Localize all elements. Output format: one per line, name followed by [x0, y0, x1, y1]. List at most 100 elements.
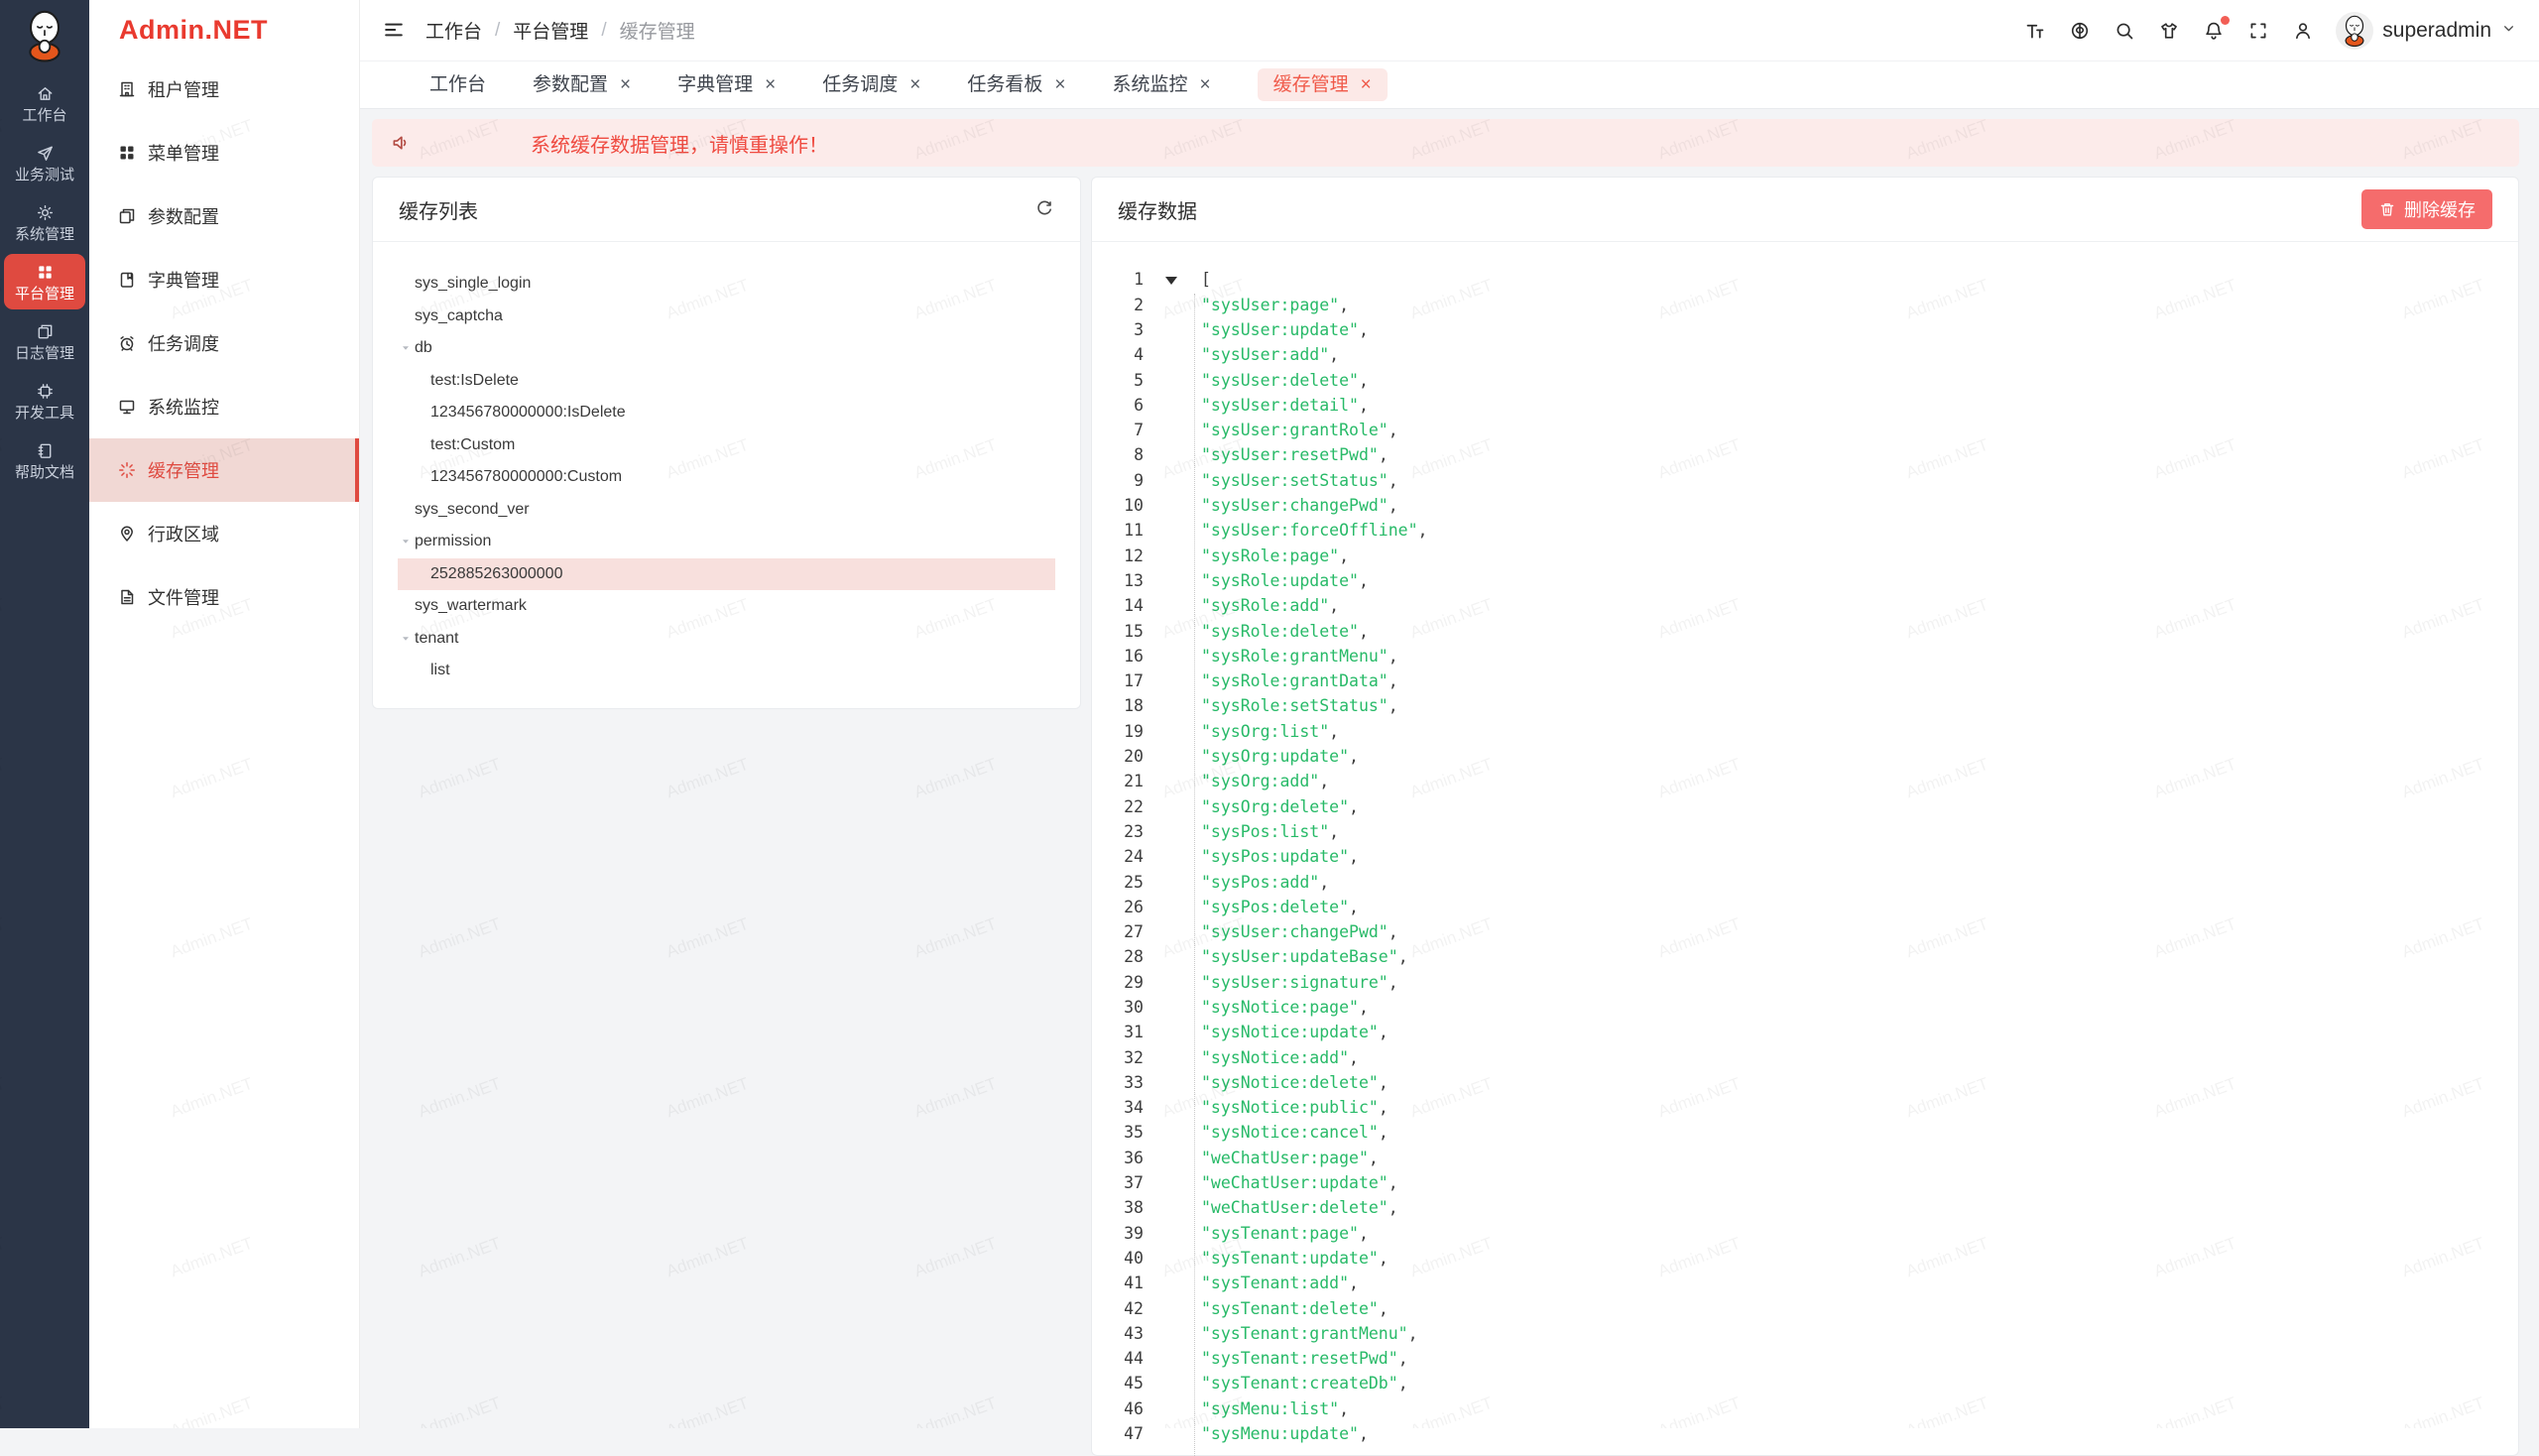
tree-node-test-IsDelete[interactable]: test:IsDelete	[398, 365, 1055, 398]
tab-close-icon[interactable]: ×	[909, 74, 921, 95]
json-string: "sysUser:updateBase"	[1201, 947, 1398, 967]
theme-skin-icon[interactable]	[2157, 19, 2181, 43]
sidebar-item-tenant-management[interactable]: 租户管理	[89, 58, 359, 121]
json-string: "sysRole:grantData"	[1201, 671, 1389, 691]
sidebar-item-param-config[interactable]: 参数配置	[89, 184, 359, 248]
sidebar-item-menu-management[interactable]: 菜单管理	[89, 121, 359, 184]
sidebar-item-cache-management[interactable]: 缓存管理	[89, 438, 359, 502]
sidebar-item-system-monitor[interactable]: 系统监控	[89, 375, 359, 438]
line-number: 9	[1134, 470, 1144, 490]
tab-close-icon[interactable]: ×	[1360, 74, 1372, 95]
sidebar-item-dict-management[interactable]: 字典管理	[89, 248, 359, 311]
tabbar: 工作台 参数配置 × 字典管理 × 任务调度 × 任务看板 × 系统监控 × 缓存管理 ×	[360, 61, 2539, 109]
caret-down-icon[interactable]	[400, 536, 415, 547]
rail-item-business-test[interactable]: 业务测试	[4, 135, 85, 190]
tree-node-permission[interactable]: permission	[398, 526, 1055, 558]
tree-node-sys_single_login[interactable]: sys_single_login	[398, 268, 1055, 301]
tree-node-list[interactable]: list	[398, 655, 1055, 687]
breadcrumb-item[interactable]: 平台管理	[513, 22, 589, 43]
tree-node-label: 252885263000000	[430, 564, 563, 582]
json-string: "sysUser:changePwd"	[1201, 922, 1389, 942]
notification-badge	[2221, 15, 2231, 25]
fold-caret-icon[interactable]	[1165, 277, 1177, 285]
tab-label: 字典管理	[677, 74, 754, 95]
code-line: 6 "sysUser:detail",	[1092, 393, 2518, 418]
user-menu[interactable]: superadmin	[2336, 11, 2517, 50]
breadcrumb-item[interactable]: 工作台	[425, 22, 483, 43]
tab-task-board[interactable]: 任务看板 ×	[967, 68, 1065, 101]
rail-item-dev-tools[interactable]: 开发工具	[4, 373, 85, 428]
rail-item-workbench[interactable]: 工作台	[4, 75, 85, 131]
tab-close-icon[interactable]: ×	[1054, 74, 1066, 95]
line-number: 11	[1124, 521, 1144, 541]
code-line: 46 "sysMenu:list",	[1092, 1396, 2518, 1421]
code-line: 7 "sysUser:grantRole",	[1092, 419, 2518, 443]
rail-item-label: 系统管理	[14, 225, 74, 243]
sidebar-item-admin-region[interactable]: 行政区域	[89, 502, 359, 565]
app-logo-icon[interactable]	[17, 8, 72, 63]
tree-node-label: 123456780000000:Custom	[430, 468, 623, 486]
tree-node-tenant[interactable]: tenant	[398, 623, 1055, 656]
trash-icon	[2380, 203, 2394, 216]
breadcrumb-item: 缓存管理	[619, 22, 695, 43]
rail-item-label: 开发工具	[14, 404, 74, 422]
gear-icon	[36, 203, 55, 222]
grid-icon	[36, 263, 55, 282]
rail-item-help-docs[interactable]: 帮助文档	[4, 432, 85, 488]
tab-close-icon[interactable]: ×	[1199, 74, 1211, 95]
fullscreen-icon[interactable]	[2246, 19, 2270, 43]
language-icon[interactable]	[2068, 19, 2092, 43]
json-comma: ,	[1329, 721, 1340, 741]
tree-node-test-Custom[interactable]: test:Custom	[398, 429, 1055, 462]
tree-node-123456780000000-Custom[interactable]: 123456780000000:Custom	[398, 461, 1055, 494]
refresh-icon[interactable]	[1034, 199, 1054, 219]
line-number: 22	[1124, 796, 1144, 816]
code-line: 21 "sysOrg:add",	[1092, 770, 2518, 794]
notification-bell-icon[interactable]	[2202, 15, 2231, 43]
json-string: "sysUser:detail"	[1201, 395, 1359, 415]
caret-down-icon[interactable]	[400, 342, 415, 354]
code-line: 35 "sysNotice:cancel",	[1092, 1121, 2518, 1146]
code-gutter	[1144, 745, 1201, 770]
collapse-menu-icon[interactable]	[382, 18, 408, 44]
tab-param-config[interactable]: 参数配置 ×	[533, 68, 631, 101]
tab-task-schedule[interactable]: 任务调度 ×	[822, 68, 920, 101]
tab-close-icon[interactable]: ×	[620, 74, 632, 95]
search-icon[interactable]	[2113, 19, 2136, 43]
rail-item-log-management[interactable]: 日志管理	[4, 313, 85, 369]
json-string: "sysUser:add"	[1201, 345, 1330, 365]
tab-workbench[interactable]: 工作台	[429, 68, 486, 101]
tab-cache-management[interactable]: 缓存管理 ×	[1257, 68, 1388, 101]
json-viewer: 1[2 "sysUser:page", 3 "sysUser:update", 4 "sy…	[1092, 242, 2518, 1456]
tree-node-sys_wartermark[interactable]: sys_wartermark	[398, 590, 1055, 623]
json-string: "weChatUser:delete"	[1201, 1198, 1389, 1218]
sidebar-item-file-management[interactable]: 文件管理	[89, 565, 359, 629]
font-size-icon[interactable]	[2023, 19, 2047, 43]
tab-dict-management[interactable]: 字典管理 ×	[677, 68, 776, 101]
tree-node-sys_second_ver[interactable]: sys_second_ver	[398, 494, 1055, 527]
code-line: 19 "sysOrg:list",	[1092, 719, 2518, 744]
json-string: "sysPos:delete"	[1201, 897, 1350, 916]
tab-close-icon[interactable]: ×	[765, 74, 777, 95]
tree-node-252885263000000[interactable]: 252885263000000	[398, 557, 1055, 590]
delete-cache-button[interactable]: 删除缓存	[2361, 189, 2492, 229]
profile-person-icon[interactable]	[2291, 19, 2315, 43]
tree-node-123456780000000-IsDelete[interactable]: 123456780000000:IsDelete	[398, 397, 1055, 429]
code-line: 45 "sysTenant:createDb",	[1092, 1372, 2518, 1396]
caret-down-icon[interactable]	[400, 633, 415, 645]
sidebar-item-task-schedule[interactable]: 任务调度	[89, 311, 359, 375]
tab-system-monitor[interactable]: 系统监控 ×	[1113, 68, 1211, 101]
json-comma: ,	[1388, 1173, 1398, 1193]
code-gutter	[1144, 895, 1201, 919]
cache-list-title: 缓存列表	[399, 200, 478, 223]
json-comma: ,	[1378, 1072, 1389, 1092]
line-number: 7	[1134, 421, 1144, 440]
rail-item-platform-management[interactable]: 平台管理	[4, 254, 85, 309]
line-number: 31	[1124, 1023, 1144, 1042]
json-string: "sysOrg:add"	[1201, 772, 1320, 791]
json-comma: ,	[1349, 796, 1359, 816]
tree-node-sys_captcha[interactable]: sys_captcha	[398, 301, 1055, 333]
tree-node-db[interactable]: db	[398, 332, 1055, 365]
cache-list-header: 缓存列表	[373, 178, 1080, 242]
rail-item-system-management[interactable]: 系统管理	[4, 194, 85, 250]
